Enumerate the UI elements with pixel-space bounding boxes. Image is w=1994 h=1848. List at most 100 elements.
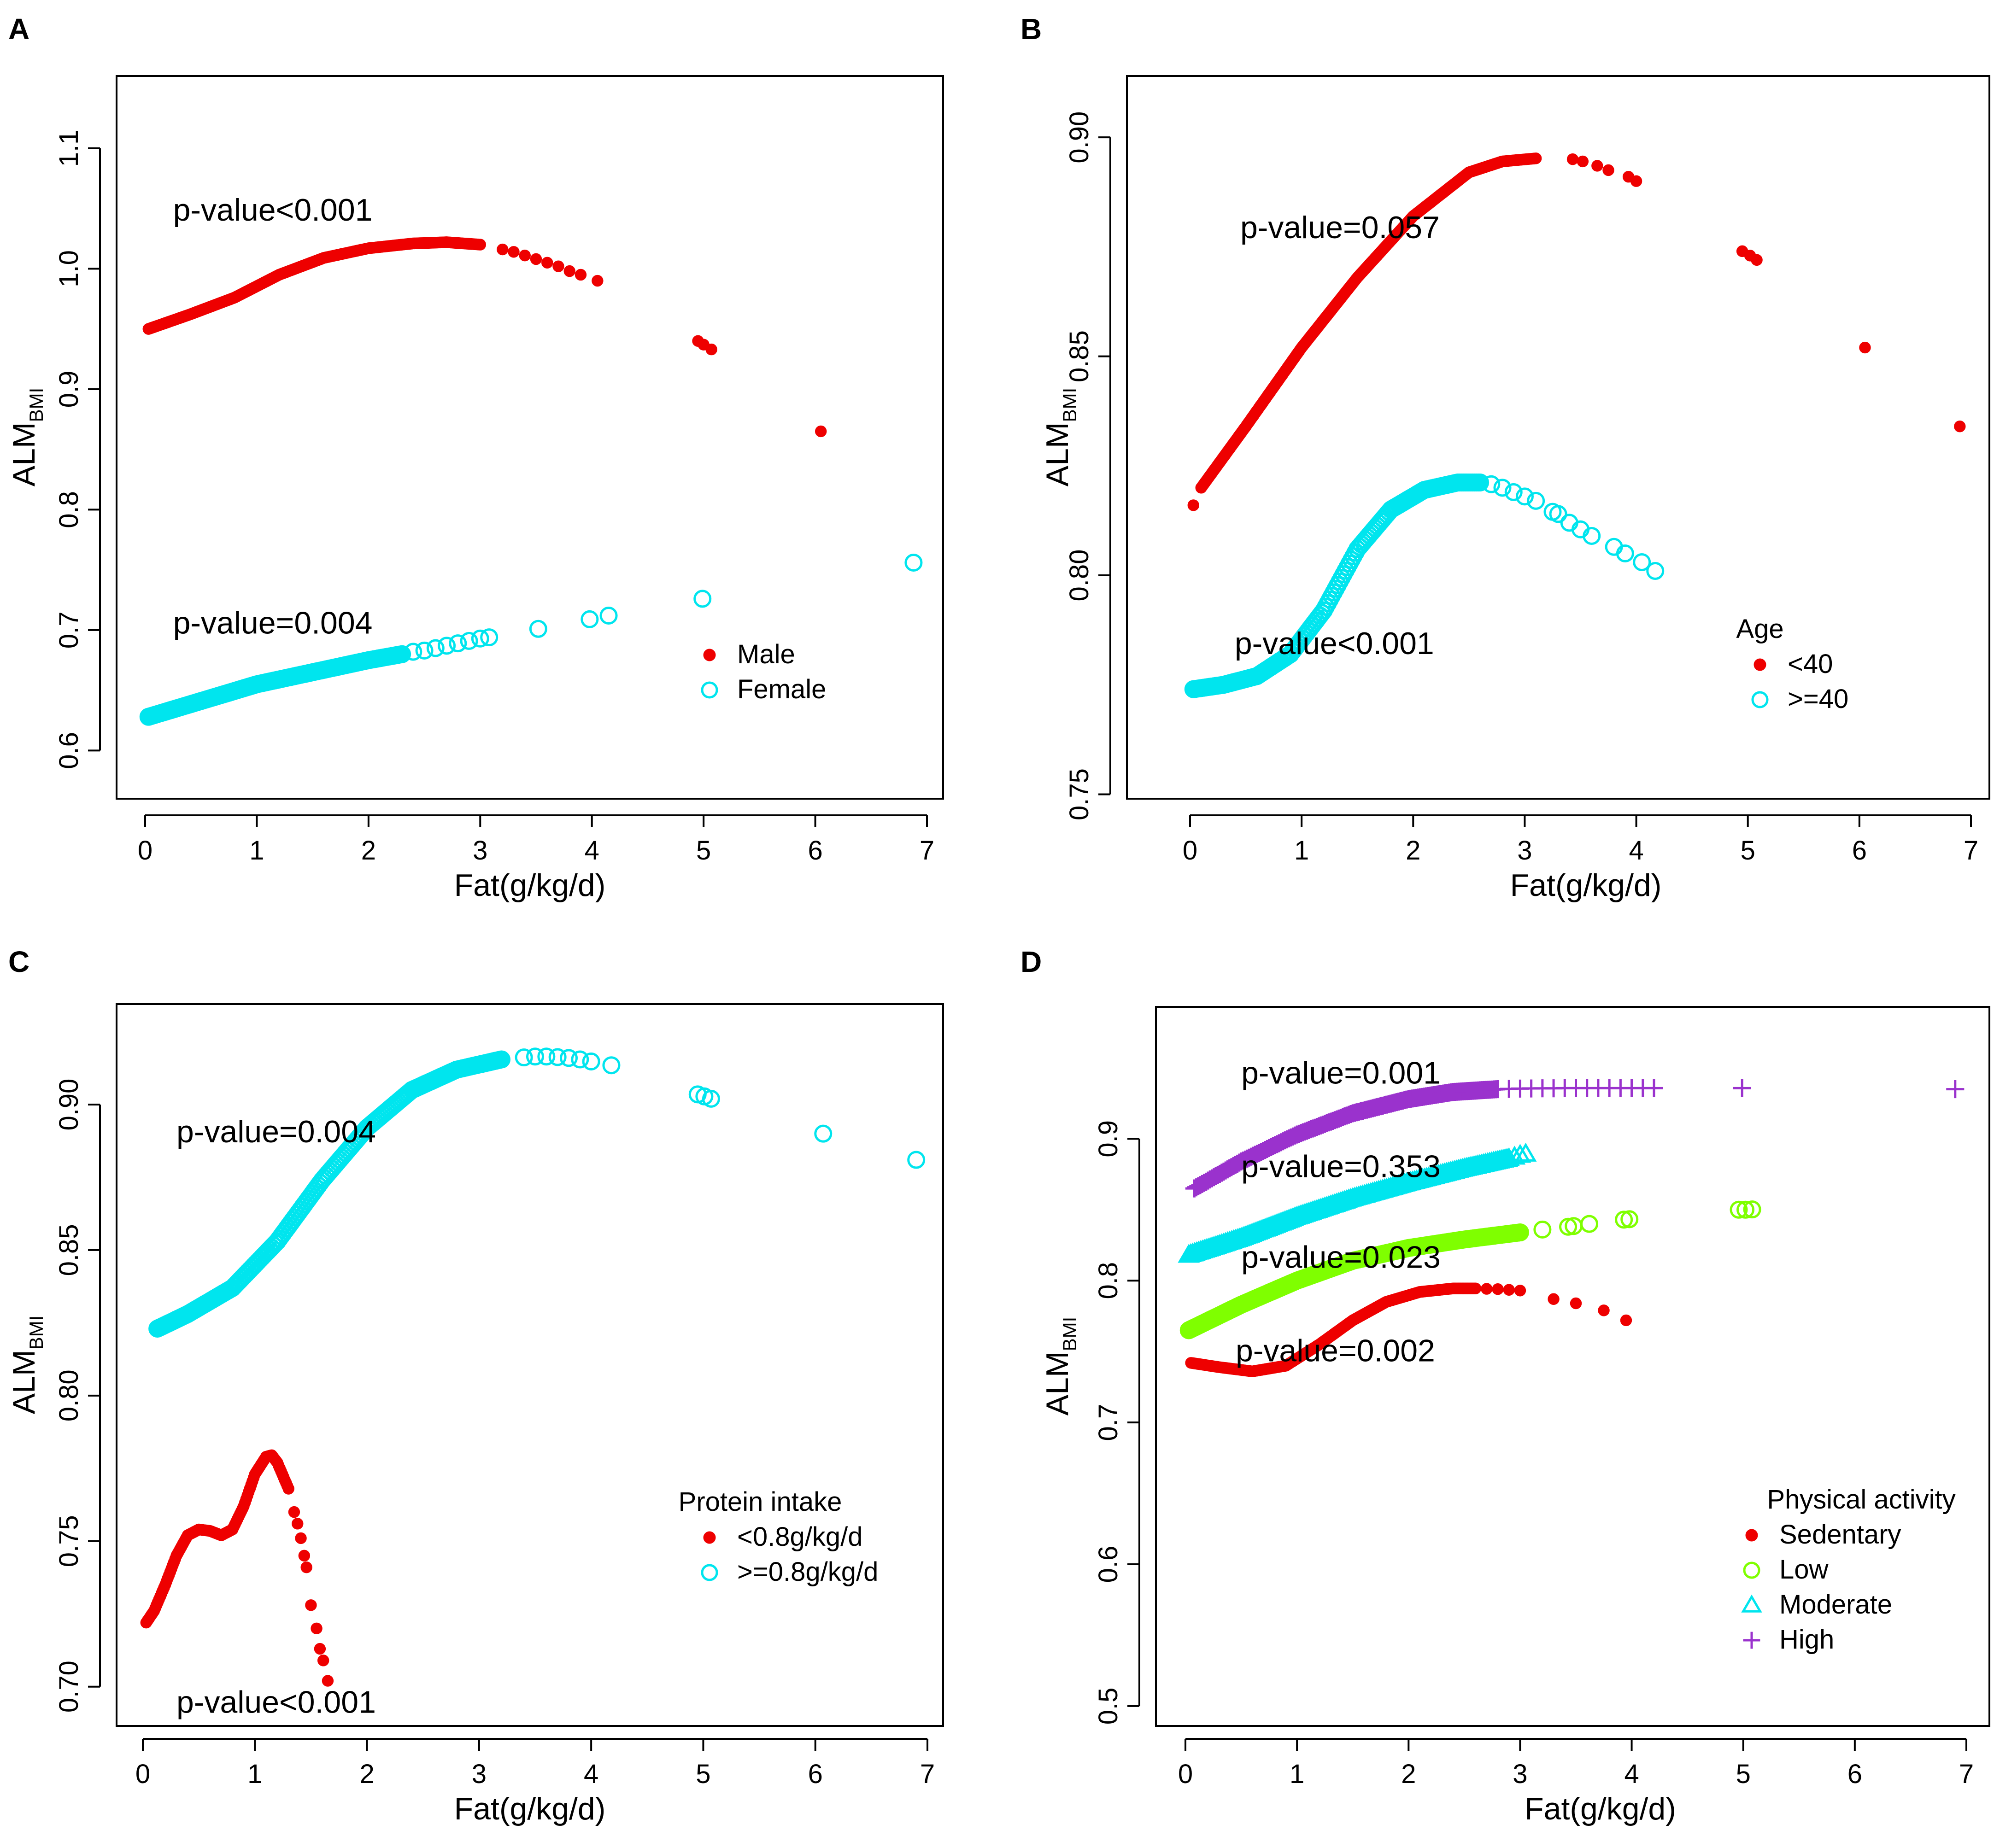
y-tick-label: 0.70 [54, 1661, 84, 1713]
series--40 [1184, 473, 1665, 698]
x-tick-label: 5 [1736, 1759, 1751, 1789]
x-tick-label: 2 [359, 1759, 374, 1789]
data-point [575, 269, 587, 281]
data-point [571, 1050, 589, 1069]
legend-label: Moderate [1779, 1590, 1892, 1620]
data-point [1527, 491, 1545, 510]
data-point [404, 643, 422, 661]
y-tick-label: 0.90 [1064, 111, 1094, 164]
y-axis-title: ALMBMI [1040, 1317, 1080, 1416]
data-point [1859, 341, 1871, 354]
data-point [526, 1047, 544, 1066]
data-point [1566, 153, 1579, 165]
y-tick-label: 0.85 [1064, 330, 1094, 382]
data-point [426, 639, 445, 657]
x-tick-label: 2 [1406, 836, 1420, 866]
x-axis: 0 1 2 3 4 5 6 7 [138, 814, 934, 866]
series-high [1185, 1079, 1965, 1198]
data-point [1583, 526, 1601, 545]
legend-label: <40 [1788, 649, 1833, 679]
data-point [519, 249, 531, 262]
x-axis: 0 1 2 3 4 5 6 7 [1178, 1738, 1974, 1789]
x-tick-label: 5 [696, 1759, 710, 1789]
y-tick-label: 1.1 [54, 130, 84, 167]
data-point [1736, 1200, 1755, 1219]
series-sedentary [1185, 1282, 1632, 1377]
data-point [1504, 483, 1523, 501]
y-tick-label: 1.0 [54, 250, 84, 287]
data-point [1511, 1223, 1529, 1242]
data-point [311, 1622, 323, 1635]
x-tick-label: 4 [585, 836, 599, 866]
x-tick-label: 2 [1401, 1759, 1416, 1789]
data-point [1471, 473, 1490, 491]
x-tick-label: 4 [584, 1759, 598, 1789]
y-tick-label: 0.5 [1093, 1688, 1123, 1725]
y-tick-label: 0.9 [54, 371, 84, 408]
panel-label: B [1020, 12, 1042, 46]
data-point [581, 610, 599, 628]
data-point [1733, 1079, 1751, 1097]
y-axis: 0.75 0.80 0.85 0.90 [1064, 111, 1111, 820]
x-tick-label: 7 [920, 836, 934, 866]
data-point [1598, 1304, 1610, 1316]
data-point [1559, 1217, 1578, 1236]
y-axis: 0.5 0.6 0.7 0.8 0.9 [1093, 1120, 1140, 1725]
data-point [298, 1550, 311, 1562]
data-point [907, 1151, 926, 1169]
series-male [142, 236, 827, 438]
panel-label: C [8, 945, 29, 978]
x-tick-label: 4 [1624, 1759, 1639, 1789]
data-point [1514, 1142, 1537, 1162]
data-point [602, 1056, 621, 1075]
data-point [552, 260, 564, 272]
data-point [1591, 160, 1603, 172]
y-axis-title-sub: BMI [1059, 388, 1080, 422]
x-tick-label: 2 [361, 836, 376, 866]
data-point [1602, 164, 1614, 176]
panel-label: A [8, 12, 29, 46]
data-point [292, 1518, 304, 1530]
x-tick-label: 0 [138, 836, 152, 866]
data-point [1514, 1285, 1526, 1297]
data-point [1503, 1284, 1515, 1296]
data-point [288, 1506, 300, 1518]
x-tick-label: 1 [249, 836, 264, 866]
legend-title: Physical activity [1767, 1485, 1955, 1515]
data-point [515, 1048, 533, 1067]
x-tick-label: 6 [808, 836, 822, 866]
data-point [563, 265, 575, 277]
data-point [449, 634, 467, 653]
series-female [139, 553, 923, 726]
data-point [508, 246, 520, 258]
legend-marker [703, 1531, 716, 1544]
x-tick-label: 6 [1852, 836, 1867, 866]
x-tick-label: 1 [1290, 1759, 1304, 1789]
x-tick-label: 7 [1964, 836, 1978, 866]
data-point [530, 253, 542, 265]
x-tick-label: 0 [1178, 1759, 1193, 1789]
p-value-annotation: p-value=0.004 [176, 1114, 376, 1149]
y-tick-label: 0.90 [54, 1079, 84, 1131]
data-point [814, 1124, 833, 1143]
x-axis-title: Fat(g/kg/d) [1510, 868, 1662, 903]
data-point [1633, 553, 1651, 572]
plot-frame [116, 1003, 944, 1727]
data-point [537, 1047, 556, 1066]
x-tick-label: 3 [1517, 836, 1532, 866]
data-point [438, 637, 456, 655]
data-point [471, 629, 489, 648]
data-point [1481, 1283, 1493, 1295]
x-tick-label: 0 [1183, 836, 1197, 866]
legend-title: Protein intake [679, 1487, 842, 1517]
data-point [1616, 544, 1634, 562]
plot-frame [1126, 75, 1990, 800]
legend-label: <0.8g/kg/d [737, 1522, 863, 1552]
x-axis-title: Fat(g/kg/d) [1525, 1791, 1676, 1826]
p-value-annotation: p-value<0.001 [173, 193, 373, 228]
data-point [1493, 479, 1512, 497]
data-point [1530, 152, 1542, 164]
y-tick-label: 0.75 [1064, 768, 1094, 820]
y-tick-label: 0.80 [1064, 550, 1094, 602]
